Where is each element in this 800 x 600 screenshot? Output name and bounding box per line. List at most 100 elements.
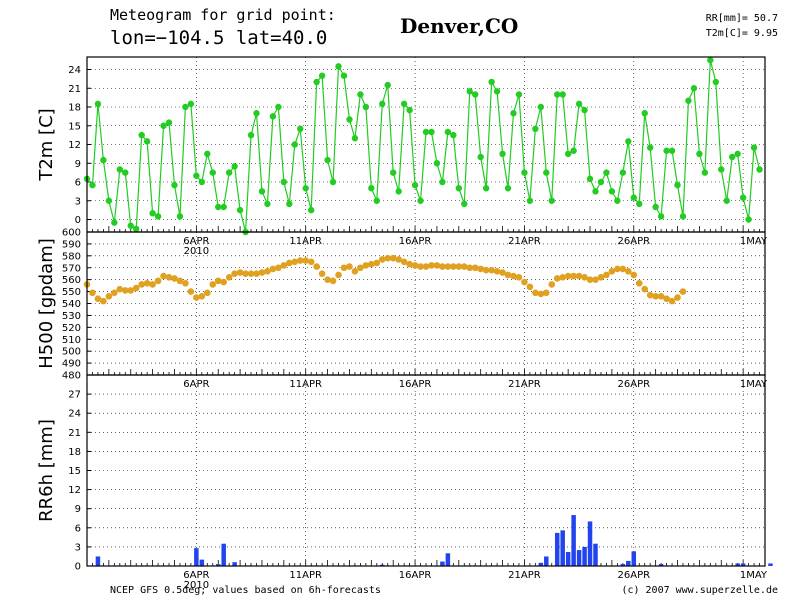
data-point — [472, 91, 479, 98]
data-point — [603, 271, 610, 279]
data-point — [225, 169, 233, 176]
y-tick-label: 27 — [68, 390, 81, 401]
data-point — [532, 125, 539, 133]
data-point — [242, 270, 249, 278]
data-point — [548, 197, 555, 204]
data-point — [214, 277, 222, 285]
data-point — [657, 293, 665, 300]
data-point — [215, 203, 222, 211]
data-point — [335, 271, 342, 279]
y-tick-label: 6 — [75, 523, 81, 534]
x-tick-label: 16APR — [399, 379, 432, 390]
data-point — [493, 268, 501, 275]
y-tick-label: 6 — [75, 178, 81, 189]
data-point — [411, 181, 419, 189]
data-point — [712, 78, 719, 86]
precip-bar — [440, 561, 445, 566]
data-point — [176, 213, 184, 220]
data-point — [236, 206, 244, 214]
x-tick-label: 11APR — [289, 570, 322, 581]
data-point — [105, 293, 113, 300]
data-point — [636, 200, 643, 208]
data-point — [564, 272, 572, 280]
data-point — [154, 213, 162, 220]
data-point — [182, 279, 189, 287]
data-point — [433, 262, 441, 269]
data-point — [526, 283, 534, 291]
y-tick-label: 480 — [62, 371, 81, 382]
data-point — [477, 153, 484, 161]
precip-bar — [658, 564, 664, 566]
data-point — [351, 135, 359, 142]
y-tick-label: 530 — [62, 311, 81, 322]
y-tick-label: 600 — [62, 228, 81, 239]
data-point — [723, 197, 730, 204]
data-point — [657, 213, 665, 220]
data-point — [510, 110, 517, 117]
x-tick-label: 26APR — [618, 570, 651, 581]
precip-bar — [560, 530, 565, 566]
data-point — [324, 156, 331, 164]
data-point — [652, 203, 659, 211]
data-point — [646, 291, 654, 299]
data-point — [592, 276, 599, 283]
data-point — [455, 263, 463, 270]
precip-bar — [538, 562, 544, 566]
data-point — [679, 288, 687, 295]
data-point — [488, 266, 495, 274]
data-point — [570, 147, 577, 154]
data-point — [701, 169, 709, 176]
data-point — [641, 110, 648, 117]
y-tick-label: 550 — [62, 287, 81, 298]
data-point — [488, 78, 495, 86]
y-tick-label: 21 — [68, 84, 81, 95]
data-point — [422, 128, 430, 136]
data-point — [149, 210, 156, 217]
data-point — [307, 258, 315, 266]
data-point — [275, 264, 282, 272]
data-point — [198, 178, 206, 186]
data-point — [384, 81, 391, 89]
footer-credit: (c) 2007 www.superzelle.de — [621, 585, 778, 596]
data-point — [597, 178, 605, 186]
data-point — [291, 258, 299, 266]
data-point — [100, 297, 107, 305]
precip-bar — [232, 562, 237, 566]
data-point — [521, 169, 528, 176]
x-tick-label: 21APR — [508, 570, 541, 581]
data-point — [515, 91, 523, 98]
data-point — [668, 297, 676, 305]
data-point — [351, 268, 359, 275]
data-point — [247, 131, 255, 139]
data-point — [750, 144, 758, 151]
data-point — [625, 138, 632, 145]
data-point — [264, 268, 271, 275]
data-point — [400, 100, 408, 108]
data-point — [548, 281, 556, 288]
data-point — [422, 263, 430, 270]
data-point — [674, 181, 681, 189]
x-tick-label: 11APR — [289, 236, 322, 247]
data-point — [105, 197, 113, 204]
data-point — [406, 260, 413, 268]
data-point — [373, 259, 381, 267]
data-point — [373, 197, 380, 204]
data-point — [121, 287, 129, 294]
data-point — [231, 270, 238, 278]
data-point — [225, 273, 233, 281]
x-tick-label: 11APR — [289, 379, 322, 390]
data-point — [122, 169, 129, 176]
data-point — [734, 150, 741, 158]
data-point — [89, 181, 96, 189]
data-point — [286, 259, 293, 267]
data-point — [718, 166, 725, 173]
data-point — [94, 100, 102, 108]
data-point — [193, 172, 200, 179]
y-axis-title: H500 [gpdam] — [36, 238, 57, 369]
y-tick-label: 12 — [68, 140, 81, 151]
data-point — [728, 153, 736, 161]
data-point — [553, 275, 561, 282]
data-point — [504, 271, 512, 279]
y-tick-label: 15 — [68, 466, 81, 477]
